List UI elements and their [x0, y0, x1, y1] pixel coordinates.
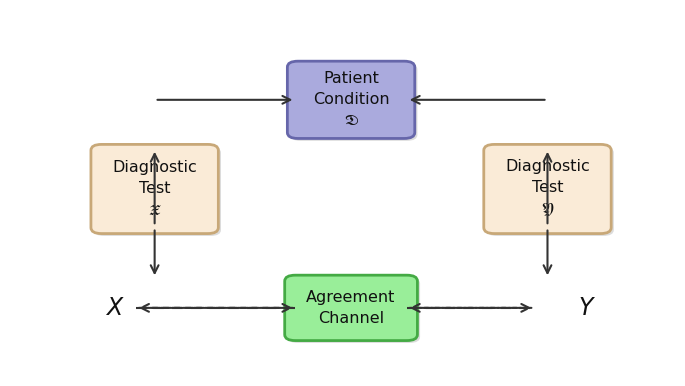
Text: Patient
Condition
$\mathfrak{D}$: Patient Condition $\mathfrak{D}$	[313, 71, 389, 128]
FancyBboxPatch shape	[285, 275, 417, 340]
FancyBboxPatch shape	[91, 144, 219, 234]
Text: Agreement
Channel: Agreement Channel	[306, 290, 396, 326]
FancyBboxPatch shape	[94, 147, 221, 236]
FancyBboxPatch shape	[486, 147, 614, 236]
FancyBboxPatch shape	[288, 278, 420, 343]
FancyBboxPatch shape	[484, 144, 611, 234]
Text: Diagnostic
Test
$\mathfrak{Y}$: Diagnostic Test $\mathfrak{Y}$	[505, 159, 590, 218]
FancyBboxPatch shape	[290, 64, 417, 141]
FancyBboxPatch shape	[288, 61, 414, 139]
Text: $X$: $X$	[105, 296, 125, 320]
Text: Diagnostic
Test
$\mathfrak{X}$: Diagnostic Test $\mathfrak{X}$	[112, 161, 197, 217]
Text: $Y$: $Y$	[578, 296, 596, 320]
